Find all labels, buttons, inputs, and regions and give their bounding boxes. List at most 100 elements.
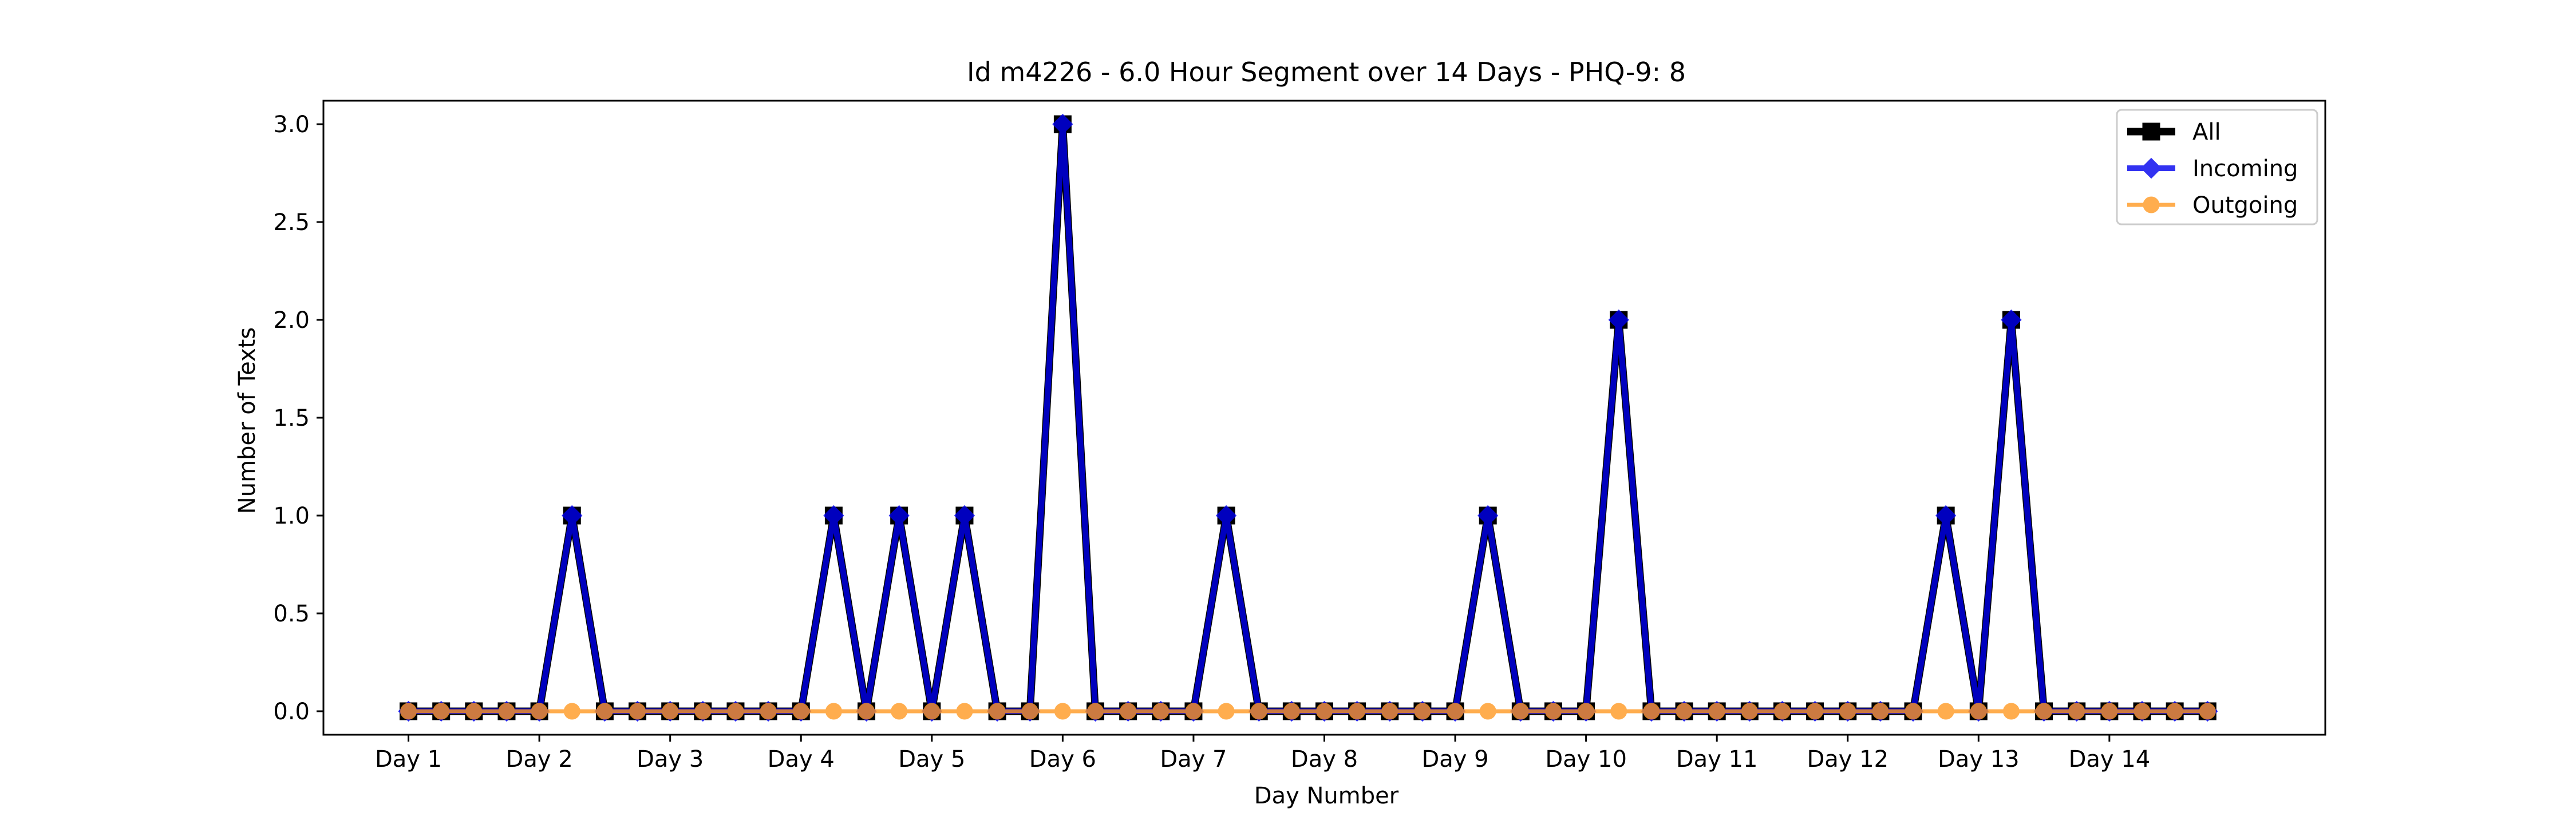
axis-ticks: 0.0 0.5 1.0 1.5 2.0 2.5 3.0 Day 1 Day 2 Day 3 Day … (273, 112, 2150, 772)
data-point-outgoing (989, 703, 1006, 720)
x-tick-label: Day 14 (2069, 746, 2151, 772)
data-point-outgoing (498, 703, 515, 720)
data-point-outgoing (1087, 703, 1104, 720)
data-point-outgoing (433, 703, 450, 720)
data-point-outgoing (2199, 703, 2216, 720)
data-point-outgoing (956, 703, 973, 720)
data-point-outgoing (858, 703, 875, 720)
legend-marker-all (2142, 122, 2160, 141)
data-point-outgoing (1054, 703, 1071, 720)
data-point-outgoing (825, 703, 842, 720)
data-point-outgoing (1250, 703, 1267, 720)
x-tick-label: Day 12 (1807, 746, 1888, 772)
y-tick-label: 2.0 (273, 307, 310, 334)
data-point-outgoing (792, 703, 809, 720)
data-point-outgoing (1544, 703, 1562, 720)
legend-item-all (2127, 122, 2175, 141)
data-point-outgoing (694, 703, 712, 720)
legend-box (2116, 109, 2318, 225)
data-point-outgoing (400, 703, 417, 720)
data-point-incoming (888, 505, 910, 526)
data-point-incoming (823, 505, 844, 526)
data-point-outgoing (2134, 703, 2151, 720)
x-tick-label: Day 7 (1160, 746, 1227, 772)
data-point-outgoing (1316, 703, 1333, 720)
data-point-outgoing (1381, 703, 1398, 720)
data-point-outgoing (596, 703, 613, 720)
y-axis-label: Number of Texts (234, 327, 260, 514)
data-point-outgoing (1021, 703, 1038, 720)
data-point-outgoing (923, 703, 941, 720)
data-point-outgoing (1676, 703, 1693, 720)
data-point-incoming (1052, 113, 1073, 135)
legend-item-outgoing (2127, 196, 2175, 213)
data-point-outgoing (2036, 703, 2053, 720)
data-point-outgoing (1447, 703, 1464, 720)
data-point-incoming (1608, 309, 1629, 331)
plot-marks (398, 113, 2218, 722)
x-axis-label: Day Number (1254, 783, 1399, 809)
data-point-outgoing (1479, 703, 1496, 720)
legend-label-incoming: Incoming (2192, 156, 2298, 182)
data-point-outgoing (1872, 703, 1889, 720)
y-tick-label: 3.0 (273, 112, 310, 138)
data-point-outgoing (563, 703, 580, 720)
data-point-outgoing (1120, 703, 1137, 720)
data-point-outgoing (1741, 703, 1758, 720)
data-point-outgoing (727, 703, 744, 720)
x-tick-label: Day 3 (637, 746, 704, 772)
y-tick-label: 2.5 (273, 209, 310, 236)
data-point-incoming (2001, 309, 2022, 331)
data-point-incoming (1935, 505, 1957, 526)
data-point-outgoing (891, 703, 908, 720)
data-point-outgoing (760, 703, 777, 720)
y-tick-label: 1.5 (273, 405, 310, 431)
data-point-outgoing (1807, 703, 1824, 720)
data-point-outgoing (1152, 703, 1170, 720)
y-tick-label: 1.0 (273, 503, 310, 529)
data-point-outgoing (1414, 703, 1431, 720)
legend-label-outgoing: Outgoing (2192, 192, 2298, 219)
legend-label-all: All (2192, 119, 2221, 145)
data-point-incoming (1477, 505, 1499, 526)
legend-marker-incoming (2140, 157, 2162, 179)
data-point-outgoing (2002, 703, 2020, 720)
legend-marker-outgoing (2143, 196, 2160, 213)
data-point-outgoing (465, 703, 483, 720)
data-point-outgoing (662, 703, 679, 720)
x-tick-label: Day 11 (1676, 746, 1758, 772)
x-tick-label: Day 13 (1938, 746, 2020, 772)
data-point-outgoing (1970, 703, 1987, 720)
x-tick-label: Day 2 (506, 746, 573, 772)
data-point-outgoing (1512, 703, 1529, 720)
data-point-outgoing (1905, 703, 1922, 720)
series-outgoing (400, 703, 2216, 720)
data-point-outgoing (1839, 703, 1856, 720)
x-tick-label: Day 8 (1291, 746, 1358, 772)
chart-title: Id m4226 - 6.0 Hour Segment over 14 Days… (967, 57, 1686, 88)
data-point-outgoing (1349, 703, 1366, 720)
data-point-outgoing (2068, 703, 2085, 720)
y-tick-label: 0.5 (273, 601, 310, 627)
data-point-incoming (562, 505, 583, 526)
x-tick-label: Day 10 (1545, 746, 1627, 772)
x-tick-label: Day 9 (1421, 746, 1488, 772)
data-point-outgoing (1283, 703, 1300, 720)
data-point-outgoing (1218, 703, 1235, 720)
data-point-outgoing (1643, 703, 1660, 720)
data-point-outgoing (1937, 703, 1954, 720)
data-point-outgoing (1185, 703, 1202, 720)
data-point-outgoing (629, 703, 646, 720)
data-point-outgoing (2166, 703, 2183, 720)
data-point-outgoing (1610, 703, 1627, 720)
data-point-outgoing (531, 703, 548, 720)
data-point-outgoing (2101, 703, 2118, 720)
x-tick-label: Day 6 (1029, 746, 1096, 772)
data-point-outgoing (1708, 703, 1725, 720)
data-point-outgoing (1578, 703, 1595, 720)
legend-item-incoming (2127, 157, 2175, 179)
data-point-incoming (1215, 505, 1237, 526)
x-tick-label: Day 1 (375, 746, 442, 772)
